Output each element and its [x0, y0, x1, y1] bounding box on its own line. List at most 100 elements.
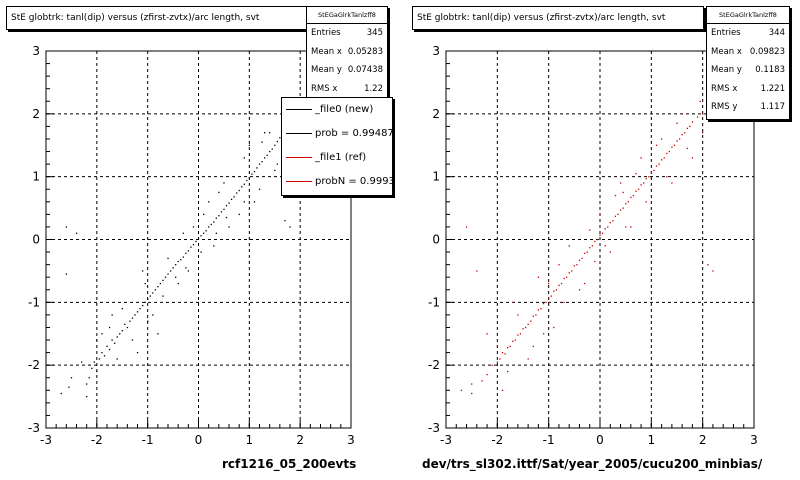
data-point [144, 301, 146, 304]
data-point [116, 336, 118, 338]
data-point [197, 237, 200, 239]
data-point [200, 251, 202, 253]
data-point [261, 141, 263, 143]
data-point [111, 339, 113, 341]
y-tick-label: 0 [432, 233, 440, 247]
data-point [86, 395, 88, 398]
data-point [558, 264, 560, 266]
stats-label: RMS x [311, 83, 338, 94]
data-point [504, 353, 506, 355]
data-point [622, 191, 624, 194]
data-point [612, 220, 614, 222]
stats-value: 0.07438 [347, 65, 383, 75]
stats-label: RMS x [711, 83, 738, 94]
y-tick-label: 2 [32, 107, 40, 121]
right-stats-row: RMS x 1.221 [707, 80, 789, 99]
data-point [230, 198, 233, 200]
data-point [619, 182, 622, 184]
left-stats-row: RMS x 1.22 [307, 80, 387, 99]
data-point [476, 270, 478, 272]
data-point [108, 348, 111, 351]
data-point [65, 226, 68, 228]
data-point [114, 342, 116, 344]
data-point [220, 211, 223, 213]
data-point [658, 163, 660, 165]
right-scatter-plot: -3 -2 -1 0 1 2 3 -3 -2 -1 0 1 2 3 [428, 44, 758, 447]
data-point [175, 264, 177, 266]
right-stats-row: Mean y 0.1183 [707, 61, 789, 80]
legend-label: _file0 (new) [315, 104, 374, 115]
data-point [258, 188, 261, 190]
data-point [86, 383, 88, 385]
data-point [223, 182, 225, 184]
data-point [80, 361, 83, 363]
data-point [208, 226, 210, 228]
legend-item: prob = 0.994879 [282, 122, 392, 146]
stats-label: Mean x [311, 46, 342, 57]
data-point [149, 295, 151, 297]
y-tick-label: 0 [32, 233, 40, 247]
data-point [205, 230, 207, 232]
left-pad: -3 -2 -1 0 1 2 3 -3 -2 -1 0 1 2 3 StE globtrk: tanl(d… [6, 6, 393, 471]
data-point [246, 179, 248, 182]
legend-swatch [286, 109, 312, 110]
legend-swatch [286, 133, 312, 134]
data-point [666, 176, 668, 178]
data-point [499, 358, 501, 360]
left-footer-label: rcf1216_05_200evts [222, 457, 357, 471]
left-stats-row: Entries 345 [307, 24, 387, 43]
data-point [507, 346, 509, 349]
data-point [673, 144, 676, 146]
data-point [101, 352, 103, 354]
data-point [586, 251, 588, 253]
data-point [558, 284, 560, 287]
data-point [578, 259, 581, 261]
data-point [666, 152, 668, 155]
data-point [663, 157, 665, 159]
data-point [187, 250, 190, 252]
data-point [517, 334, 519, 336]
data-point [609, 221, 611, 224]
data-point [573, 265, 576, 267]
data-point [225, 216, 228, 219]
data-point [91, 367, 93, 370]
data-point [566, 276, 568, 278]
data-point [471, 392, 473, 395]
data-point [108, 326, 111, 329]
stats-label: Entries [711, 28, 741, 38]
y-tick-label: -2 [428, 358, 440, 372]
data-point [258, 163, 261, 165]
data-point [136, 352, 139, 354]
data-point [185, 252, 187, 255]
data-point [540, 308, 542, 310]
y-tick-label: -3 [28, 421, 40, 435]
data-point [88, 377, 90, 379]
legend-item: probN = 0.99936 [282, 170, 392, 194]
legend-label: probN = 0.99936 [315, 176, 393, 187]
data-point [215, 232, 217, 234]
data-point [702, 113, 704, 115]
data-point [537, 276, 540, 278]
data-point [630, 196, 632, 199]
data-point [501, 352, 504, 354]
stats-label: Mean x [711, 46, 742, 57]
left-stats-name: StEGaGlrkTanlzff8 [307, 7, 387, 24]
data-point [640, 184, 642, 186]
data-point [213, 245, 215, 247]
legend-item: _file0 (new) [282, 98, 392, 122]
data-point [524, 326, 527, 329]
data-point [210, 223, 212, 226]
data-point [274, 169, 276, 172]
data-point [460, 389, 463, 391]
x-tick-label: 0 [596, 433, 604, 447]
data-point [139, 308, 141, 310]
data-point [532, 345, 534, 348]
data-point [486, 373, 488, 376]
data-point [563, 277, 565, 280]
data-point [134, 314, 136, 316]
data-point [527, 323, 529, 326]
data-point [604, 228, 606, 230]
legend-label: _file1 (ref) [315, 152, 367, 163]
data-point [691, 157, 694, 159]
data-point [671, 182, 673, 184]
